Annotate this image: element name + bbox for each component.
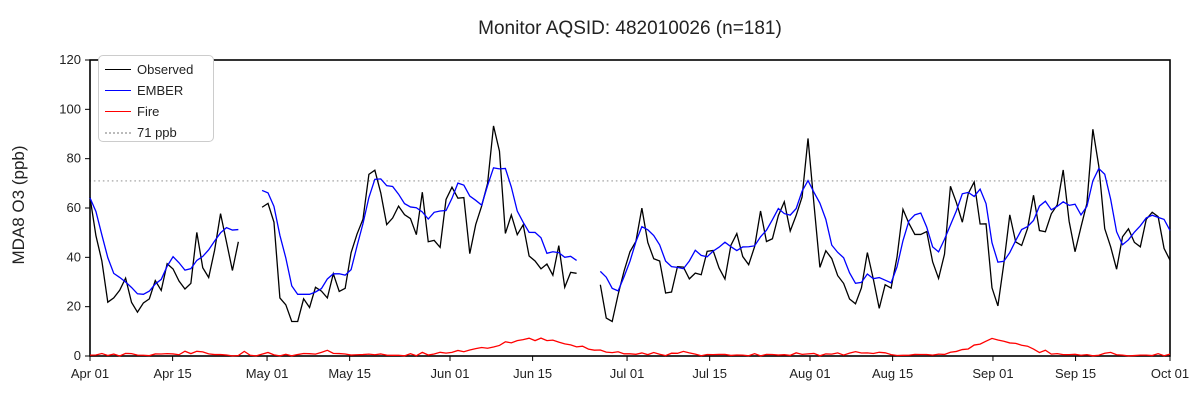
svg-text:20: 20 (67, 299, 81, 314)
svg-text:Oct 01: Oct 01 (1151, 366, 1189, 381)
svg-text:0: 0 (74, 348, 81, 363)
svg-text:Jun 15: Jun 15 (513, 366, 552, 381)
svg-text:60: 60 (67, 200, 81, 215)
svg-text:May 01: May 01 (246, 366, 289, 381)
svg-text:Jul 15: Jul 15 (692, 366, 727, 381)
svg-text:100: 100 (59, 101, 81, 116)
svg-text:Aug 01: Aug 01 (789, 366, 830, 381)
svg-text:40: 40 (67, 249, 81, 264)
svg-text:Sep 01: Sep 01 (972, 366, 1013, 381)
svg-text:Sep 15: Sep 15 (1055, 366, 1096, 381)
svg-text:120: 120 (59, 52, 81, 67)
svg-text:Jul 01: Jul 01 (610, 366, 645, 381)
svg-text:Apr 01: Apr 01 (71, 366, 109, 381)
svg-text:Aug 15: Aug 15 (872, 366, 913, 381)
svg-text:80: 80 (67, 151, 81, 166)
svg-text:Apr 15: Apr 15 (153, 366, 191, 381)
svg-text:Jun 01: Jun 01 (430, 366, 469, 381)
svg-text:May 15: May 15 (328, 366, 371, 381)
